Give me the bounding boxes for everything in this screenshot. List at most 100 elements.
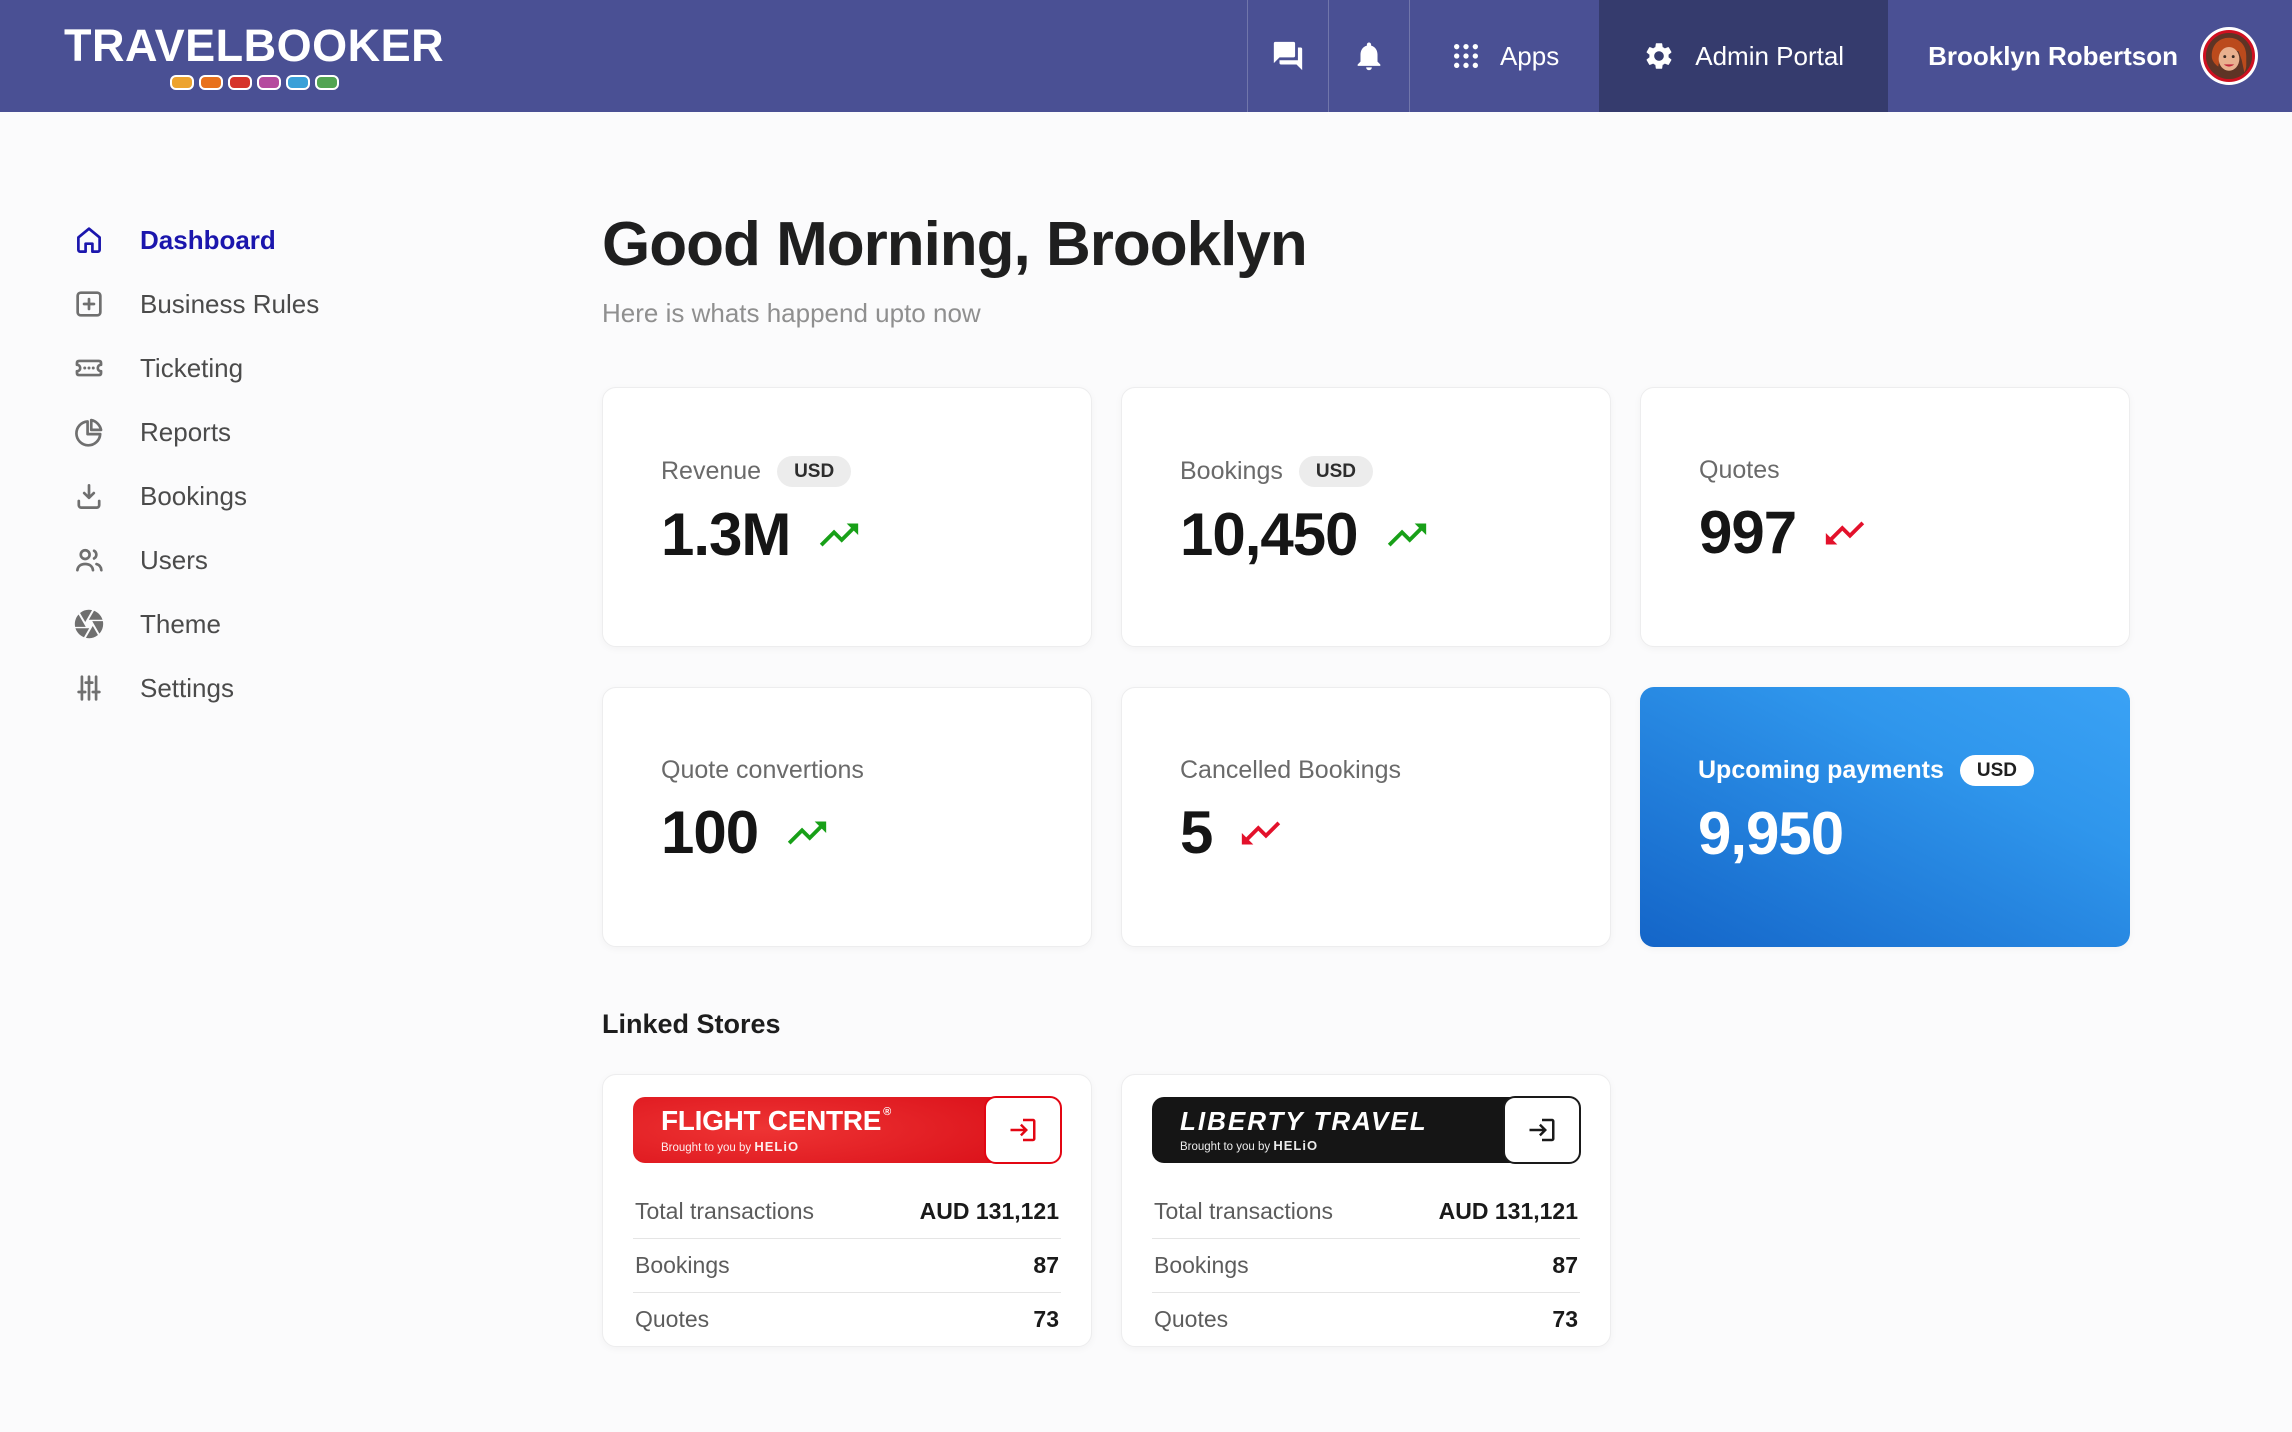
stat-cards-grid: Revenue USD 1.3M Bookings USD 10,450 Q bbox=[602, 387, 2130, 947]
sidebar-item-ticketing[interactable]: Ticketing bbox=[72, 336, 600, 400]
sidebar-item-settings[interactable]: Settings bbox=[72, 656, 600, 720]
top-navbar: TRAVELBOOKER Apps Admin Portal Brooklyn … bbox=[0, 0, 2292, 112]
sidebar-item-business-rules[interactable]: Business Rules bbox=[72, 272, 600, 336]
trending-down-icon bbox=[1238, 810, 1284, 856]
sidebar-item-label: Bookings bbox=[140, 480, 247, 511]
store-logo-liberty-travel: LIBERTY TRAVEL bbox=[1180, 1105, 1428, 1136]
store-tagline: Brought to you by HELiO bbox=[1180, 1137, 1319, 1153]
logo-text: TRAVELBOOKER bbox=[64, 19, 445, 71]
apps-grid-icon bbox=[1450, 40, 1482, 72]
stat-label: Upcoming payments bbox=[1698, 756, 1944, 784]
row-label: Bookings bbox=[1154, 1252, 1249, 1278]
user-menu[interactable]: Brooklyn Robertson bbox=[1888, 0, 2292, 112]
sidebar-item-bookings[interactable]: Bookings bbox=[72, 464, 600, 528]
open-store-button[interactable] bbox=[1503, 1096, 1581, 1164]
users-icon bbox=[72, 543, 106, 577]
store-card-flight-centre: FLIGHT CENTRE ® Brought to you by HELiO T… bbox=[602, 1074, 1092, 1347]
sidebar: Dashboard Business Rules Ticketing Repor… bbox=[0, 112, 600, 720]
page-subtitle: Here is whats happend upto now bbox=[602, 298, 981, 328]
store-banner-flight-centre: FLIGHT CENTRE ® Brought to you by HELiO bbox=[633, 1096, 1062, 1164]
sliders-icon bbox=[72, 671, 106, 705]
store-logo-flight-centre: FLIGHT CENTRE ® bbox=[661, 1104, 891, 1136]
settings-gear-icon bbox=[1643, 40, 1675, 72]
currency-badge: USD bbox=[777, 456, 852, 487]
row-label: Bookings bbox=[635, 1252, 730, 1278]
logo-dot bbox=[256, 74, 281, 90]
apps-button[interactable]: Apps bbox=[1410, 0, 1599, 112]
aperture-icon bbox=[72, 607, 106, 641]
chat-icon bbox=[1271, 39, 1305, 73]
user-name: Brooklyn Robertson bbox=[1928, 40, 2178, 71]
sidebar-item-label: Settings bbox=[140, 672, 234, 703]
store-card-liberty-travel: LIBERTY TRAVEL Brought to you by HELiO T… bbox=[1121, 1074, 1611, 1347]
chat-button[interactable] bbox=[1248, 0, 1328, 112]
linked-stores-title: Linked Stores bbox=[602, 1009, 781, 1039]
currency-badge: USD bbox=[1298, 456, 1373, 487]
stat-label: Quotes bbox=[1699, 456, 1780, 484]
table-row: Bookings 87 bbox=[633, 1239, 1061, 1293]
open-store-button[interactable] bbox=[984, 1096, 1062, 1164]
row-value: 87 bbox=[1033, 1252, 1059, 1278]
trending-up-icon bbox=[1384, 512, 1430, 558]
sidebar-item-label: Dashboard bbox=[140, 224, 276, 255]
linked-stores-grid: FLIGHT CENTRE ® Brought to you by HELiO T… bbox=[602, 1074, 2130, 1347]
sidebar-item-label: Users bbox=[140, 544, 208, 575]
navbar-divider bbox=[1246, 0, 1248, 112]
navbar-spacer bbox=[444, 0, 1247, 112]
sidebar-item-label: Reports bbox=[140, 416, 232, 447]
row-label: Total transactions bbox=[1154, 1198, 1333, 1224]
store-stats-table: Total transactions AUD 131,121 Bookings … bbox=[1152, 1185, 1580, 1346]
table-row: Bookings 87 bbox=[1152, 1239, 1580, 1293]
stat-value: 5 bbox=[1180, 799, 1213, 866]
stat-label: Revenue bbox=[661, 457, 762, 485]
stat-label: Cancelled Bookings bbox=[1180, 756, 1401, 784]
admin-portal-button[interactable]: Admin Portal bbox=[1599, 0, 1889, 112]
sidebar-item-label: Theme bbox=[140, 608, 221, 639]
logo-dots bbox=[169, 74, 339, 90]
notifications-bell-icon bbox=[1352, 39, 1386, 73]
pie-chart-icon bbox=[72, 415, 106, 449]
row-value: 87 bbox=[1552, 1252, 1578, 1278]
navbar-divider bbox=[1408, 0, 1410, 112]
trending-up-icon bbox=[784, 810, 830, 856]
notifications-button[interactable] bbox=[1329, 0, 1409, 112]
stat-value: 997 bbox=[1699, 499, 1797, 566]
sidebar-item-reports[interactable]: Reports bbox=[72, 400, 600, 464]
row-label: Total transactions bbox=[635, 1198, 814, 1224]
stat-value: 1.3M bbox=[661, 501, 791, 568]
travelbooker-logo[interactable]: TRAVELBOOKER bbox=[64, 0, 444, 112]
sidebar-item-theme[interactable]: Theme bbox=[72, 592, 600, 656]
trending-up-icon bbox=[816, 512, 862, 558]
store-banner-liberty-travel: LIBERTY TRAVEL Brought to you by HELiO bbox=[1152, 1096, 1581, 1164]
logo-dot bbox=[169, 74, 194, 90]
sidebar-item-users[interactable]: Users bbox=[72, 528, 600, 592]
sidebar-item-dashboard[interactable]: Dashboard bbox=[72, 208, 600, 272]
table-row: Quotes 73 bbox=[633, 1293, 1061, 1346]
main-content: Good Morning, Brooklyn Here is whats hap… bbox=[602, 112, 2130, 1347]
login-arrow-icon bbox=[1008, 1115, 1038, 1145]
avatar-image bbox=[2206, 33, 2252, 79]
sidebar-item-label: Business Rules bbox=[140, 288, 320, 319]
ticket-icon bbox=[72, 351, 106, 385]
store-tagline: Brought to you by HELiO bbox=[661, 1138, 800, 1154]
stat-label: Bookings bbox=[1180, 457, 1283, 485]
stat-value: 10,450 bbox=[1180, 501, 1359, 568]
helio-brand: HELiO bbox=[754, 1138, 800, 1154]
store-stats-table: Total transactions AUD 131,121 Bookings … bbox=[633, 1185, 1061, 1346]
avatar bbox=[2200, 27, 2258, 85]
stat-label: Quote convertions bbox=[661, 756, 864, 784]
download-icon bbox=[72, 479, 106, 513]
add-box-icon bbox=[72, 287, 106, 321]
sidebar-item-label: Ticketing bbox=[140, 352, 244, 383]
stat-card-quotes: Quotes 997 bbox=[1640, 387, 2130, 647]
stat-card-quote-convertions: Quote convertions 100 bbox=[602, 687, 1092, 947]
table-row: Quotes 73 bbox=[1152, 1293, 1580, 1346]
row-value: 73 bbox=[1552, 1306, 1578, 1332]
row-value: 73 bbox=[1033, 1306, 1059, 1332]
row-value: AUD 131,121 bbox=[1438, 1198, 1578, 1224]
stat-card-upcoming-payments: Upcoming payments USD 9,950 bbox=[1640, 687, 2130, 947]
stat-card-bookings: Bookings USD 10,450 bbox=[1121, 387, 1611, 647]
logo-dot bbox=[227, 74, 252, 90]
currency-badge: USD bbox=[1959, 755, 2034, 786]
stat-value: 100 bbox=[661, 799, 759, 866]
